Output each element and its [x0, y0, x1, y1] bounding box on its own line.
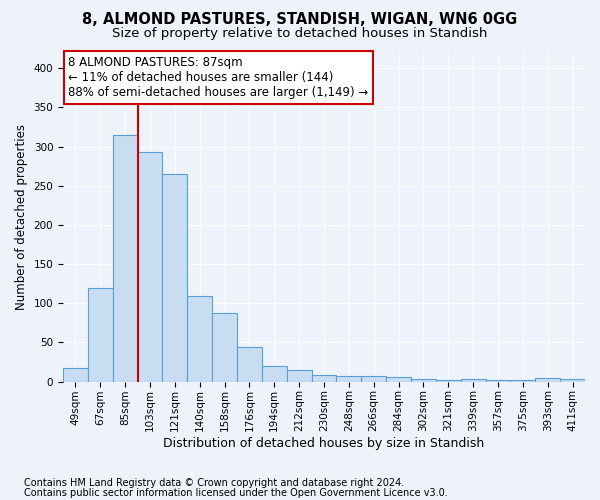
- Bar: [411, 378, 436, 382]
- Bar: [386, 377, 411, 382]
- Bar: [461, 378, 485, 382]
- Bar: [137, 152, 163, 382]
- Bar: [212, 312, 237, 382]
- Bar: [287, 370, 311, 382]
- Bar: [262, 366, 287, 382]
- Bar: [337, 376, 361, 382]
- Bar: [237, 347, 262, 382]
- Bar: [113, 135, 137, 382]
- Text: 8 ALMOND PASTURES: 87sqm
← 11% of detached houses are smaller (144)
88% of semi-: 8 ALMOND PASTURES: 87sqm ← 11% of detach…: [68, 56, 368, 99]
- Bar: [63, 368, 88, 382]
- Bar: [535, 378, 560, 382]
- X-axis label: Distribution of detached houses by size in Standish: Distribution of detached houses by size …: [163, 437, 485, 450]
- Bar: [436, 380, 461, 382]
- Bar: [511, 380, 535, 382]
- Bar: [560, 380, 585, 382]
- Text: Contains public sector information licensed under the Open Government Licence v3: Contains public sector information licen…: [24, 488, 448, 498]
- Text: Contains HM Land Registry data © Crown copyright and database right 2024.: Contains HM Land Registry data © Crown c…: [24, 478, 404, 488]
- Bar: [163, 174, 187, 382]
- Bar: [187, 296, 212, 382]
- Text: Size of property relative to detached houses in Standish: Size of property relative to detached ho…: [112, 28, 488, 40]
- Y-axis label: Number of detached properties: Number of detached properties: [15, 124, 28, 310]
- Bar: [361, 376, 386, 382]
- Bar: [485, 380, 511, 382]
- Bar: [88, 288, 113, 382]
- Bar: [311, 374, 337, 382]
- Text: 8, ALMOND PASTURES, STANDISH, WIGAN, WN6 0GG: 8, ALMOND PASTURES, STANDISH, WIGAN, WN6…: [82, 12, 518, 28]
